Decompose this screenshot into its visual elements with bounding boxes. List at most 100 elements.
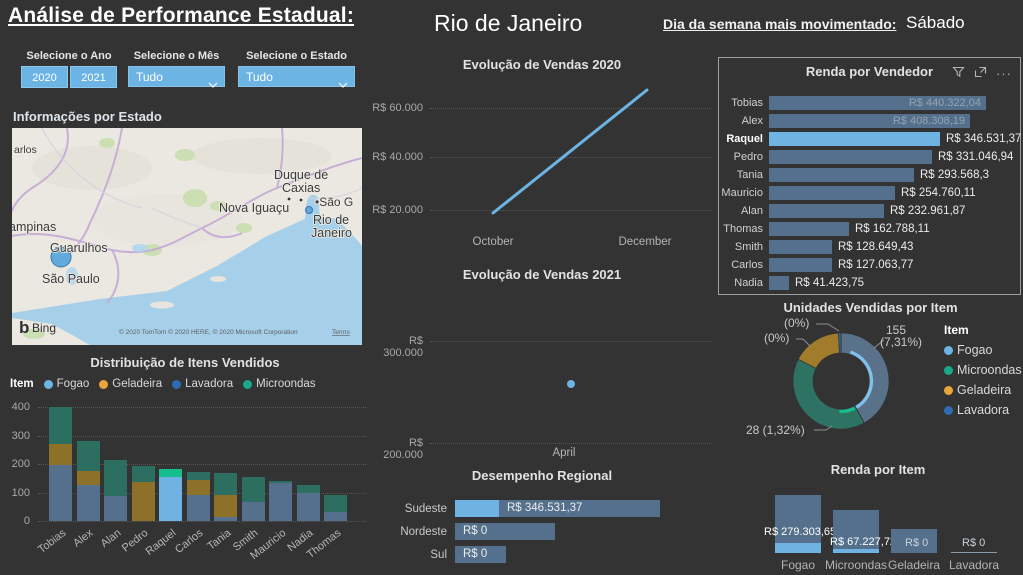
stacked-bar-segment-fogao[interactable] [269, 483, 292, 521]
chevron-down-icon [208, 74, 218, 95]
vendas2020-plot[interactable] [368, 52, 716, 252]
map-terms-link[interactable]: Terms [332, 329, 350, 336]
gridline [38, 407, 366, 408]
donut-slice-lavadora[interactable] [838, 332, 842, 354]
map-label-campinas: ampinas [12, 220, 56, 234]
fogao-dot-icon [944, 345, 953, 355]
renda-item-category: Microondas [824, 558, 888, 572]
line-series[interactable] [491, 88, 649, 215]
donut-legend-item-microondas[interactable]: Microondas [944, 363, 1022, 377]
scatter-point[interactable] [567, 380, 575, 388]
legend-item-fogao[interactable]: Fogao [43, 378, 89, 390]
year-button-2021[interactable]: 2021 [70, 66, 117, 88]
stacked-bar-segment-fogao[interactable] [186, 495, 210, 521]
vendedor-name: Smith [734, 241, 763, 253]
legend-label: Geladeira [957, 383, 1012, 397]
map-bubble-rio[interactable] [305, 206, 313, 214]
stacked-bar-segment-microondas[interactable] [269, 480, 292, 484]
stacked-bar-segment-fogao_hl[interactable] [159, 476, 182, 521]
state-map[interactable]: arlos ampinas Guarulhos São Paulo Nova I… [6, 127, 363, 345]
stacked-bar-segment-microondas[interactable] [241, 476, 265, 502]
stacked-bar-segment-fogao[interactable] [296, 493, 320, 521]
stacked-bar-segment-geladeira[interactable] [131, 481, 155, 521]
focus-mode-icon[interactable] [974, 65, 987, 83]
stacked-bar-segment-microondas[interactable] [104, 460, 127, 496]
stacked-bar-segment-microondas[interactable] [214, 472, 237, 496]
renda-item-bar-fogao[interactable] [775, 495, 821, 553]
stacked-bar-segment-geladeira[interactable] [186, 479, 210, 496]
callout-geladeira: (0%) [764, 331, 790, 345]
map-label-rio-2: Janeiro [311, 226, 352, 240]
x-axis-label: April [552, 447, 576, 459]
vendas2021-plot[interactable] [368, 262, 716, 462]
callout-line [873, 339, 885, 349]
donut-legend-item-lavadora[interactable]: Lavadora [944, 403, 1009, 417]
y-tick: R$ 40.000 [372, 151, 423, 163]
stacked-bar-segment-microondas[interactable] [324, 495, 347, 512]
vendedor-bar[interactable] [769, 222, 849, 236]
gridline [38, 464, 366, 465]
legend-item-microondas[interactable]: Microondas [243, 378, 316, 390]
vendedor-bar[interactable] [769, 258, 832, 272]
legend-item-lavadora[interactable]: Lavadora [172, 378, 233, 390]
vendedor-bar[interactable] [769, 276, 789, 290]
renda-item-highlight [775, 543, 821, 553]
vendedor-bar[interactable]: R$ 408.308,19 [769, 114, 970, 128]
donut-legend-item-geladeira[interactable]: Geladeira [944, 383, 1011, 397]
vendedor-value: R$ 331.046,94 [938, 151, 1014, 163]
callout-fogao-pct: (7,31%) [880, 335, 923, 349]
stacked-bar-segment-microondas[interactable] [49, 407, 72, 445]
vendedor-value: R$ 41.423,75 [795, 277, 865, 289]
stacked-bar-segment-microondas[interactable] [186, 471, 210, 480]
vendedor-bar[interactable] [769, 186, 895, 200]
stacked-bar-segment-fogao[interactable] [49, 465, 72, 521]
stacked-bar-segment-fogao[interactable] [104, 495, 127, 521]
stacked-bar-segment-microondas_hl[interactable] [159, 468, 182, 477]
stacked-bar-segment-geladeira[interactable] [76, 471, 100, 485]
map-attribution: © 2020 TomTom © 2020 HERE, © 2020 Micros… [119, 328, 298, 336]
map-label-carlos: arlos [14, 144, 37, 156]
renda-item-bar-microondas[interactable] [833, 510, 879, 553]
stacked-bar-segment-microondas[interactable] [76, 441, 100, 472]
regional-bar-nordeste[interactable]: R$ 0 [455, 523, 555, 540]
vendedor-value: R$ 232.961,87 [890, 205, 966, 217]
renda-item-title: Renda por Item [830, 462, 926, 477]
renda-item-bar-geladeira[interactable] [891, 529, 937, 553]
vendedor-bar[interactable] [769, 132, 940, 146]
stacked-bar-segment-geladeira[interactable] [49, 444, 72, 466]
stacked-bar-segment-microondas[interactable] [296, 485, 320, 494]
donut-slice-microondas[interactable] [792, 358, 865, 430]
stacked-bar-segment-microondas[interactable] [131, 465, 155, 482]
more-options-icon[interactable]: ··· [996, 66, 1012, 81]
year-button-2020[interactable]: 2020 [21, 66, 68, 88]
vendedor-bar[interactable] [769, 150, 932, 164]
regional-name: Sul [430, 549, 447, 561]
map-bubble-sao-paulo[interactable] [50, 246, 72, 268]
stacked-bar-segment-fogao[interactable] [324, 511, 347, 521]
vendedor-name: Pedro [733, 151, 763, 163]
donut-legend-item-fogao[interactable]: Fogao [944, 343, 992, 357]
renda-item-highlight [833, 549, 879, 553]
month-dropdown[interactable]: Tudo [128, 66, 225, 88]
regional-bar-sul[interactable]: R$ 0 [455, 546, 506, 563]
regional-bar-sudeste[interactable]: R$ 346.531,37 [455, 500, 660, 517]
stacked-bar-segment-geladeira[interactable] [214, 495, 237, 517]
stacked-bar-segment-fogao[interactable] [214, 516, 237, 521]
vendedor-bar[interactable]: R$ 440.322,04 [769, 96, 986, 110]
vendedor-row: Smith R$ 128.649,43 [719, 238, 1020, 256]
stacked-bar-segment-fogao[interactable] [241, 501, 265, 521]
stacked-bar-segment-fogao[interactable] [76, 484, 100, 521]
regional-name: Nordeste [400, 526, 447, 538]
vendedor-row: Alex R$ 408.308,19 [719, 112, 1020, 130]
filter-icon[interactable] [952, 65, 965, 83]
y-tick: 400 [11, 401, 30, 413]
vendedor-bar[interactable] [769, 204, 884, 218]
state-dropdown[interactable]: Tudo [238, 66, 355, 88]
lavadora-dot-icon [172, 379, 182, 389]
renda-item-value: R$ 279.303,65 [764, 526, 837, 538]
vendedor-bar[interactable] [769, 168, 914, 182]
vendedor-bar[interactable] [769, 240, 832, 254]
y-tick: 300 [11, 429, 30, 442]
gridline [430, 341, 712, 342]
legend-item-geladeira[interactable]: Geladeira [99, 378, 162, 390]
